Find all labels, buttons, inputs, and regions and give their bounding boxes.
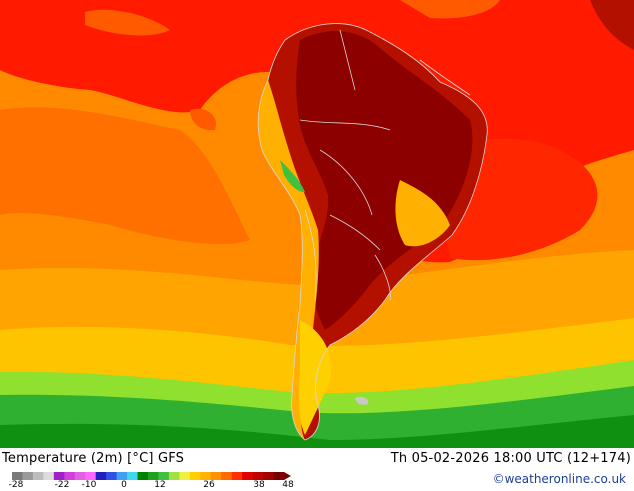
colorbar-arrow-right xyxy=(284,472,291,480)
brazil-east-yellow xyxy=(395,180,450,247)
colorbar-swatch xyxy=(43,472,55,480)
legend-ticks: -28 -22 -10 0 12 26 38 48 xyxy=(0,481,320,491)
hot-interior xyxy=(296,31,473,331)
colorbar-swatch xyxy=(158,472,170,480)
colorbar-swatch xyxy=(74,472,86,480)
legend-tick-label: 38 xyxy=(253,480,265,490)
legend-tick-label: 26 xyxy=(203,480,215,490)
temperature-map xyxy=(0,0,634,448)
colorbar-swatch xyxy=(242,472,254,480)
colorbar-swatch xyxy=(137,472,149,480)
patagonia-yellow xyxy=(298,320,331,435)
credit-link[interactable]: ©weatheronline.co.uk xyxy=(492,472,626,486)
colorbar-swatch xyxy=(127,472,139,480)
colorbar-swatch xyxy=(32,472,44,480)
legend-tick-label: 0 xyxy=(121,480,127,490)
colorbar-swatch xyxy=(95,472,107,480)
colorbar-swatch xyxy=(12,472,23,480)
legend-tick-label: 12 xyxy=(154,480,166,490)
colorbar-swatch xyxy=(189,472,201,480)
andes-green-patch xyxy=(280,160,305,193)
country-borders xyxy=(257,23,488,441)
colorbar-swatch xyxy=(210,472,222,480)
colorbar-swatch xyxy=(263,472,275,480)
colorbar-swatch xyxy=(53,472,65,480)
legend-tick-label: 48 xyxy=(282,480,294,490)
colorbar-swatch xyxy=(22,472,34,480)
footer: Temperature (2m) [°C] GFS Th 05-02-2026 … xyxy=(0,448,634,490)
map-title: Temperature (2m) [°C] GFS xyxy=(2,451,185,466)
colorbar-swatch xyxy=(106,472,118,480)
colorbar-swatch xyxy=(221,472,233,480)
colorbar-swatch xyxy=(231,472,243,480)
colorbar-swatch xyxy=(273,472,285,480)
colorbar-swatch xyxy=(168,472,180,480)
valid-time: Th 05-02-2026 18:00 UTC (12+174) xyxy=(390,451,631,466)
falklands xyxy=(355,396,369,405)
color-legend xyxy=(12,472,292,480)
legend-tick-label: -22 xyxy=(54,480,70,490)
colorbar-swatch xyxy=(116,472,128,480)
colorbar-swatch xyxy=(200,472,212,480)
legend-tick-label: -28 xyxy=(8,480,24,490)
colorbar-swatch xyxy=(148,472,159,480)
africa-tip xyxy=(590,0,634,50)
dark-green-band xyxy=(0,415,634,448)
colorbar-swatch xyxy=(64,472,76,480)
west-ocean-warm xyxy=(0,107,250,245)
colorbar-swatch xyxy=(179,472,191,480)
colorbar-swatch xyxy=(85,472,97,480)
legend-tick-label: -10 xyxy=(81,480,97,490)
colorbar-swatch xyxy=(252,472,264,480)
